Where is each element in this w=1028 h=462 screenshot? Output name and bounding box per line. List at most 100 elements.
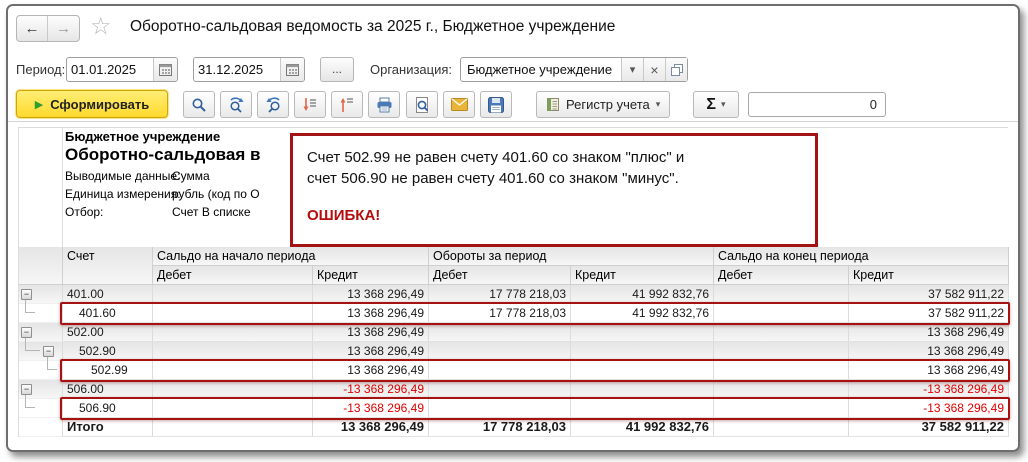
column-header-debit[interactable]: Дебет (153, 266, 313, 285)
tree-cell (41, 323, 63, 342)
table-row[interactable]: − 401.00 13 368 296,49 17 778 218,03 41 … (18, 285, 1009, 304)
open-list-icon[interactable] (665, 58, 687, 81)
cell-turnover-debit (429, 399, 571, 418)
date-to-input[interactable] (194, 62, 280, 77)
column-header-credit[interactable]: Кредит (313, 266, 429, 285)
grid-line (18, 127, 19, 247)
save-icon (488, 96, 504, 113)
table-row-total[interactable]: Итого 13 368 296,49 17 778 218,03 41 992… (18, 418, 1009, 437)
sigma-icon: Σ (706, 95, 717, 113)
register-icon (546, 97, 560, 112)
tree-cell (19, 304, 41, 323)
period-more-button[interactable]: ... (320, 57, 354, 82)
cell-turnover-debit: 17 778 218,03 (429, 285, 571, 304)
register-menu-button[interactable]: Регистр учета ▾ (536, 91, 671, 118)
print-button[interactable] (368, 91, 400, 118)
back-button[interactable]: ← (17, 16, 48, 41)
column-header-opening-balance[interactable]: Сальдо на начало периода (153, 247, 429, 266)
table-row[interactable]: 502.99 13 368 296,49 13 368 296,49 (18, 361, 1009, 380)
cell-opening-debit (153, 380, 313, 399)
find-next-button[interactable] (220, 91, 252, 118)
chevron-down-icon[interactable]: ▾ (621, 58, 643, 81)
tree-line (25, 338, 40, 351)
table-row[interactable]: − 502.90 13 368 296,49 13 368 296,49 (18, 342, 1009, 361)
cell-closing-debit (714, 399, 849, 418)
account-cell: 401.00 (63, 285, 153, 304)
date-to-field[interactable] (193, 57, 305, 82)
cell-turnover-debit (429, 342, 571, 361)
print-preview-button[interactable] (406, 91, 438, 118)
param-value: Сумма (172, 169, 210, 183)
save-button[interactable] (480, 91, 512, 118)
collapse-expander[interactable]: − (43, 346, 54, 357)
expand-groups-icon (302, 97, 318, 113)
find-previous-button[interactable] (257, 91, 289, 118)
tree-cell (41, 285, 63, 304)
sum-menu-button[interactable]: Σ ▾ (693, 91, 739, 118)
cell-opening-credit: 13 368 296,49 (313, 304, 429, 323)
cell-opening-credit: 13 368 296,49 (313, 418, 429, 437)
page-title: Оборотно-сальдовая ведомость за 2025 г.,… (130, 18, 616, 35)
expand-groups-button[interactable] (294, 91, 326, 118)
report-area: Бюджетное учреждение Оборотно-сальдовая … (8, 123, 1018, 450)
report-param: Единица измерения: рубль (код по О (65, 187, 260, 201)
cell-turnover-credit: 41 992 832,76 (571, 285, 714, 304)
tree-cell: − (19, 323, 41, 342)
cell-turnover-debit (429, 323, 571, 342)
column-header-debit[interactable]: Дебет (714, 266, 849, 285)
favorite-star-icon[interactable]: ☆ (90, 13, 112, 40)
column-header-closing-balance[interactable]: Сальдо на конец периода (714, 247, 1009, 266)
column-header-turnover[interactable]: Обороты за период (429, 247, 714, 266)
app-window: ← → ☆ Оборотно-сальдовая ведомость за 20… (6, 4, 1020, 452)
cell-opening-debit (153, 304, 313, 323)
cell-closing-debit (714, 361, 849, 380)
cell-opening-credit: -13 368 296,49 (313, 399, 429, 418)
tree-cell (41, 418, 63, 437)
table-row[interactable]: 401.60 13 368 296,49 17 778 218,03 41 99… (18, 304, 1009, 323)
tree-cell (41, 304, 63, 323)
column-header-credit[interactable]: Кредит (571, 266, 714, 285)
cell-closing-debit (714, 342, 849, 361)
cell-closing-credit: 13 368 296,49 (849, 361, 1009, 380)
calendar-icon[interactable] (153, 58, 177, 81)
search-button[interactable] (183, 91, 215, 118)
collapse-expander[interactable]: − (21, 327, 32, 338)
cell-closing-credit: 13 368 296,49 (849, 342, 1009, 361)
clear-icon[interactable]: × (643, 58, 665, 81)
organization-combo[interactable]: Бюджетное учреждение ▾ × (460, 57, 688, 82)
cell-closing-credit: -13 368 296,49 (849, 380, 1009, 399)
calendar-icon[interactable] (280, 58, 304, 81)
email-button[interactable] (443, 91, 475, 118)
account-cell: 502.90 (63, 342, 153, 361)
collapse-expander[interactable]: − (21, 289, 32, 300)
period-label: Период: (16, 62, 66, 77)
forward-arrow-icon: → (56, 20, 71, 37)
chevron-down-icon: ▾ (721, 99, 726, 109)
column-header-credit[interactable]: Кредит (849, 266, 1009, 285)
tree-cell (19, 342, 41, 361)
table-header: Счет Сальдо на начало периода Обороты за… (18, 247, 1009, 285)
tree-cell: − (19, 285, 41, 304)
table-row[interactable]: − 506.00 -13 368 296,49 -13 368 296,49 (18, 380, 1009, 399)
param-label: Отбор: (65, 205, 104, 219)
collapse-groups-button[interactable] (331, 91, 363, 118)
date-from-field[interactable] (66, 57, 178, 82)
forward-button[interactable]: → (48, 16, 79, 41)
search-icon (191, 97, 207, 113)
cell-opening-debit (153, 323, 313, 342)
sum-result-field[interactable] (748, 92, 886, 117)
column-header-debit[interactable]: Дебет (429, 266, 571, 285)
account-cell: 506.00 (63, 380, 153, 399)
column-header-account[interactable]: Счет (63, 247, 153, 285)
tree-cell (19, 361, 41, 380)
organization-label: Организация: (370, 62, 453, 77)
date-from-input[interactable] (67, 62, 153, 77)
error-annotation: Счет 502.99 не равен счету 401.60 со зна… (290, 133, 818, 247)
table-row[interactable]: 506.90 -13 368 296,49 -13 368 296,49 (18, 399, 1009, 418)
table-row[interactable]: − 502.00 13 368 296,49 13 368 296,49 (18, 323, 1009, 342)
collapse-expander[interactable]: − (21, 384, 32, 395)
register-label: Регистр учета (566, 97, 650, 112)
cell-turnover-credit: 41 992 832,76 (571, 418, 714, 437)
generate-label: Сформировать (50, 96, 150, 112)
generate-button[interactable]: ▶ Сформировать (16, 90, 168, 118)
